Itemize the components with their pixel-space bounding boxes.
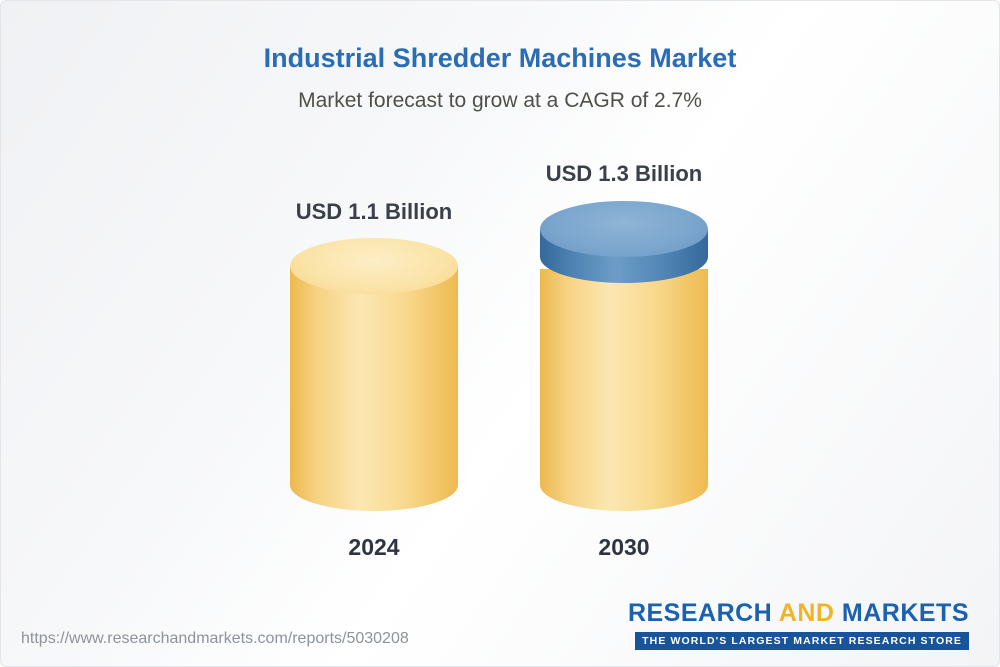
- bar-2024-body: [290, 266, 458, 511]
- chart-subtitle: Market forecast to grow at a CAGR of 2.7…: [298, 89, 702, 112]
- category-label-2024: 2024: [348, 534, 400, 560]
- category-label-2030: 2030: [598, 534, 650, 560]
- research-and-markets-logo: RESEARCH AND MARKETS THE WORLD'S LARGEST…: [628, 599, 969, 650]
- bar-2030-body: [540, 269, 708, 511]
- logo-tagline: THE WORLD'S LARGEST MARKET RESEARCH STOR…: [635, 632, 969, 650]
- value-label-2030: USD 1.3 Billion: [545, 161, 703, 186]
- logo-word-research: RESEARCH: [627, 599, 773, 627]
- report-url-link[interactable]: https://www.researchandmarkets.com/repor…: [21, 630, 409, 647]
- bar-2030-top-ellipse: [540, 201, 708, 257]
- logo-wordmark: RESEARCH AND MARKETS: [628, 599, 969, 628]
- bar-2030-cylinder: [540, 201, 708, 511]
- logo-word-markets: MARKETS: [841, 599, 969, 627]
- logo-word-and: AND: [778, 599, 835, 627]
- bar-2024-top-ellipse: [290, 238, 458, 294]
- value-label-2024: USD 1.1 Billion: [295, 199, 453, 224]
- chart-title: Industrial Shredder Machines Market: [263, 43, 737, 73]
- bar-2024-cylinder: [290, 238, 458, 511]
